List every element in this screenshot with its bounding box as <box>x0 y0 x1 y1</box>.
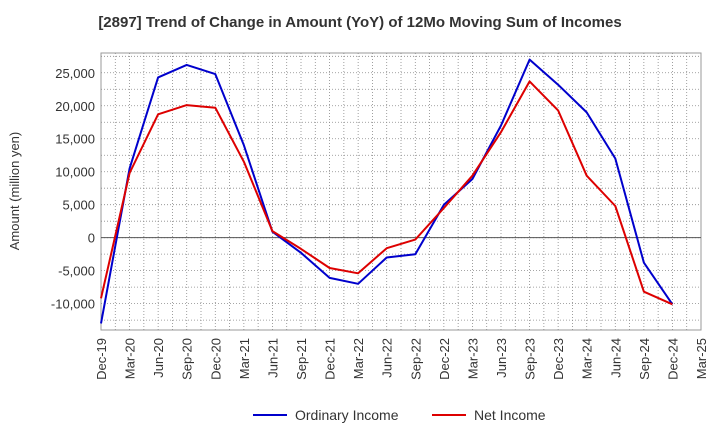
x-tick-label: Dec-22 <box>437 338 452 380</box>
series-line-net-income <box>100 80 673 306</box>
x-tick-label: Dec-21 <box>323 338 338 380</box>
x-tick-label: Dec-23 <box>551 338 566 380</box>
x-tick-label: Jun-24 <box>608 338 623 378</box>
x-tick-label: Mar-23 <box>465 338 480 379</box>
x-tick-label: Mar-20 <box>123 338 138 379</box>
x-tick-label: Mar-21 <box>237 338 252 379</box>
x-tick-label: Sep-23 <box>523 338 538 380</box>
x-tick-label: Mar-25 <box>694 338 709 379</box>
y-tick-label: 20,000 <box>55 99 95 114</box>
x-tick-label: Dec-19 <box>94 338 109 380</box>
y-tick-label: -5,000 <box>58 264 95 279</box>
x-tick-label: Jun-20 <box>151 338 166 378</box>
x-tick-label: Dec-20 <box>208 338 223 380</box>
x-tick-label: Sep-21 <box>294 338 309 380</box>
x-tick-label: Sep-22 <box>408 338 423 380</box>
x-tick-label: Jun-22 <box>380 338 395 378</box>
y-tick-label: 5,000 <box>62 198 95 213</box>
chart-title: [2897] Trend of Change in Amount (YoY) o… <box>98 14 622 31</box>
legend-label: Net Income <box>474 407 546 423</box>
series-line-ordinary-income <box>100 58 674 324</box>
x-tick-label: Mar-24 <box>580 338 595 379</box>
y-axis-label: Amount (million yen) <box>7 132 22 251</box>
x-tick-label: Sep-24 <box>637 338 652 380</box>
y-tick-label: 10,000 <box>55 165 95 180</box>
x-tick-label: Dec-24 <box>665 338 680 380</box>
y-tick-label: 15,000 <box>55 132 95 147</box>
x-tick-label: Jun-23 <box>494 338 509 378</box>
x-tick-label: Sep-20 <box>180 338 195 380</box>
y-tick-label: 0 <box>88 231 95 246</box>
legend-label: Ordinary Income <box>295 407 399 423</box>
x-tick-label: Jun-21 <box>265 338 280 378</box>
y-tick-label: -10,000 <box>51 297 95 312</box>
x-tick-label: Mar-22 <box>351 338 366 379</box>
y-tick-label: 25,000 <box>55 66 95 81</box>
